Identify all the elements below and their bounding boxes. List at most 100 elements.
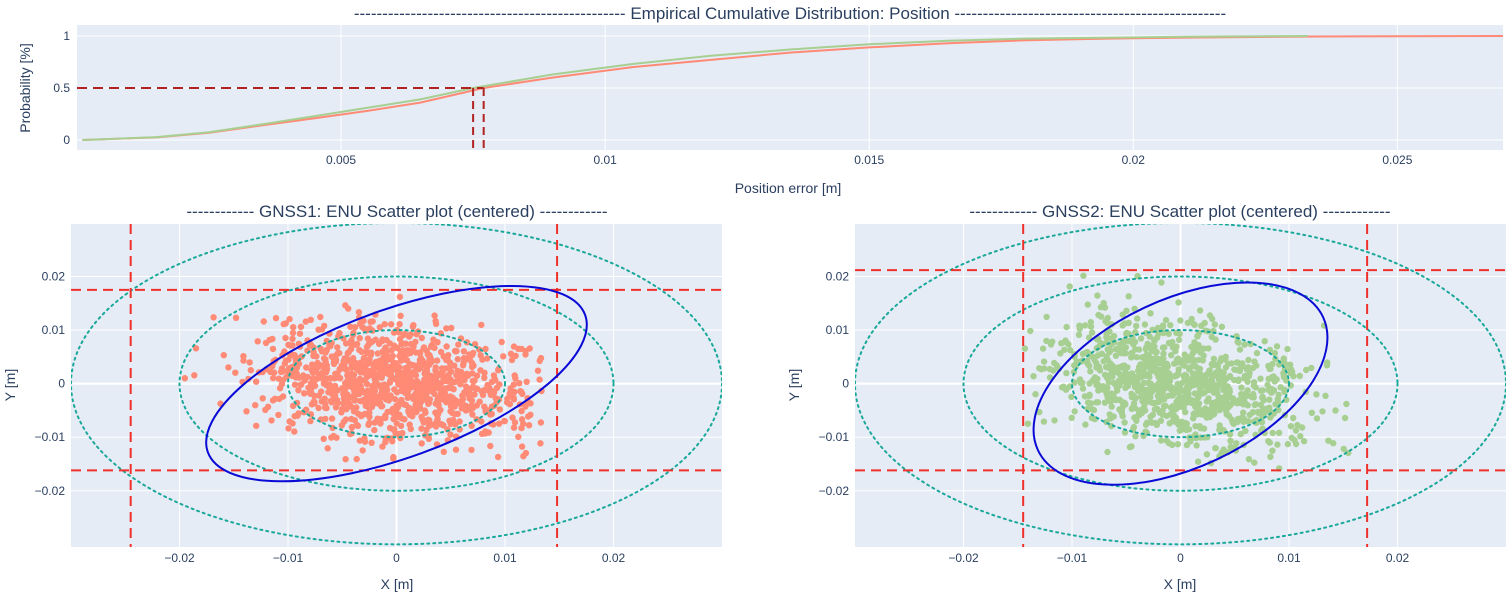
gnss1-point (181, 375, 188, 382)
gnss2-point (1104, 357, 1112, 364)
gnss2-point (1043, 337, 1050, 345)
gnss1-point (275, 411, 282, 419)
gnss1-point (537, 440, 544, 447)
gnss2-y-tick-label: −0.01 (819, 430, 850, 444)
gnss1-point (371, 426, 378, 434)
gnss1-point (403, 357, 411, 364)
gnss2-point (1185, 385, 1193, 392)
gnss2-point (1222, 356, 1229, 363)
gnss1-point (356, 335, 363, 342)
gnss1-point (342, 456, 349, 463)
gnss2-point (1095, 381, 1102, 389)
gnss2-point (1281, 388, 1288, 396)
gnss1-point (420, 392, 427, 399)
gnss1-point (518, 407, 525, 415)
gnss1-point (431, 312, 438, 319)
gnss2-point (1067, 346, 1074, 354)
gnss1-point (340, 358, 347, 365)
gnss2-title: ------------ GNSS2: ENU Scatter plot (ce… (969, 202, 1390, 221)
gnss2-point (1146, 364, 1154, 372)
gnss1-point (510, 343, 518, 350)
gnss1-point (332, 374, 340, 381)
gnss2-point (1169, 392, 1176, 399)
gnss1-point (259, 395, 266, 402)
gnss2-point (1220, 369, 1227, 376)
gnss1-point (468, 422, 475, 429)
gnss2-point (1167, 404, 1175, 411)
gnss2-point (1242, 427, 1249, 435)
gnss2-point (1132, 394, 1139, 402)
gnss2-point (1082, 421, 1089, 428)
gnss2-point (1251, 459, 1258, 466)
gnss2-point (1257, 401, 1265, 409)
gnss1-point (508, 356, 516, 364)
gnss1-point (247, 367, 254, 374)
gnss1-radius-circle (178, 275, 615, 492)
gnss1-point (468, 446, 475, 454)
gnss2-point (1192, 403, 1199, 411)
gnss2-point (1330, 440, 1337, 447)
gnss1-point (334, 350, 341, 357)
gnss1-point (477, 367, 484, 374)
gnss1-point (381, 321, 388, 328)
gnss2-point (1233, 440, 1240, 447)
gnss2-point (1040, 358, 1048, 365)
gnss2-point (1196, 307, 1204, 314)
gnss2-point (1319, 408, 1326, 415)
gnss2-point (1171, 373, 1178, 380)
gnss2-point (1196, 368, 1203, 376)
gnss1-point (378, 403, 385, 410)
gnss2-point (1030, 373, 1037, 380)
gnss1-point (320, 435, 327, 442)
gnss2-point (1063, 369, 1070, 377)
gnss2-point (1117, 341, 1124, 348)
gnss1-point (518, 443, 526, 450)
gnss2-point (1136, 407, 1144, 414)
gnss1-point (310, 349, 317, 356)
gnss2-point (1073, 358, 1081, 365)
gnss1-point (442, 385, 450, 392)
gnss2-point (1103, 390, 1110, 398)
gnss2-point (1134, 315, 1141, 322)
gnss2-point (1250, 379, 1258, 386)
gnss2-point (1040, 418, 1048, 425)
gnss2-point (1172, 405, 1180, 413)
gnss2-point (1325, 437, 1332, 444)
gnss1-point (509, 414, 516, 421)
gnss2-point (1241, 372, 1249, 380)
gnss2-point (1086, 362, 1093, 369)
ecdf-title: ----------------------------------------… (354, 4, 1226, 23)
gnss1-point (431, 344, 438, 352)
gnss2-point (1168, 352, 1175, 359)
gnss2-point (1175, 336, 1183, 344)
gnss2-point (1043, 313, 1050, 321)
gnss1-point (354, 360, 362, 367)
gnss2-point (1181, 371, 1189, 379)
gnss1-point (407, 425, 414, 433)
gnss2-point (1174, 359, 1182, 366)
gnss2-point (1205, 378, 1213, 385)
gnss1-point (253, 422, 260, 429)
gnss2-x-tick-label: 0.01 (1277, 551, 1301, 565)
gnss1-point (289, 335, 296, 342)
gnss2-point (1176, 330, 1183, 338)
gnss2-point (1085, 334, 1093, 341)
gnss1-point (390, 453, 397, 461)
gnss1-point (355, 309, 363, 316)
gnss1-point (433, 411, 441, 419)
gnss1-point (471, 341, 479, 348)
gnss1-y-axis-label: Y [m] (2, 369, 18, 401)
gnss2-point (1190, 320, 1198, 328)
gnss2-point (1280, 369, 1287, 377)
gnss1-x-tick-label: 0 (393, 551, 400, 565)
gnss2-point (1218, 323, 1226, 330)
gnss1-point (315, 326, 322, 333)
gnss2-y-tick-label: −0.02 (819, 484, 850, 498)
gnss1-point (382, 362, 390, 370)
gnss2-point (1168, 384, 1175, 391)
gnss2-point (1104, 384, 1111, 391)
gnss2-point (1324, 359, 1331, 366)
gnss2-point (1214, 368, 1222, 375)
gnss2-point (1223, 389, 1230, 396)
gnss1-point (464, 355, 471, 362)
